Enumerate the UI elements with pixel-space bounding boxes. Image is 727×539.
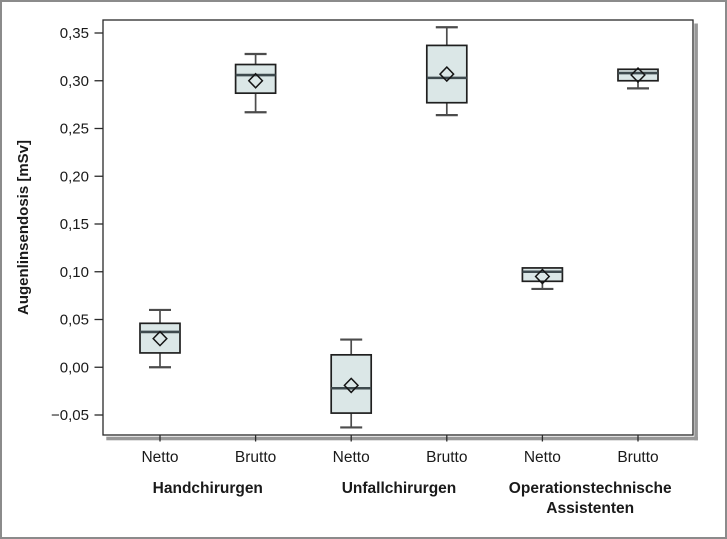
box-iqr: [425, 44, 468, 104]
box-iqr: [234, 63, 277, 95]
y-tick-label: 0,30: [60, 73, 89, 90]
boxplot-handchirurgen-netto: [139, 308, 181, 369]
mean-diamond: [247, 72, 264, 89]
y-tick-label: −0,05: [51, 407, 89, 424]
y-tick-label: 0,25: [60, 121, 89, 138]
group-label: Unfallchirurgen: [342, 480, 457, 497]
group-label: Assistenten: [546, 500, 634, 517]
boxplot-operationstechnische-assistenten-brutto: [617, 66, 659, 90]
mean-diamond: [343, 377, 360, 394]
boxplots: [139, 26, 659, 429]
boxplot-unfallchirurgen-brutto: [425, 26, 468, 117]
y-axis-title: Augenlinsendosis [mSv]: [15, 140, 32, 315]
plot-frame-shadow: [106, 23, 698, 441]
plot-area: [102, 19, 694, 436]
mean-diamond: [438, 65, 455, 83]
boxplot-handchirurgen-brutto: [234, 52, 277, 114]
y-tick-label: 0,05: [60, 312, 89, 329]
x-category-label: Netto: [141, 449, 178, 466]
frame-shadow-right: [694, 23, 698, 441]
mean-diamond: [152, 330, 168, 347]
axes: 0,35 0,30 0,25 0,20 0,15 0,10 0,05 0,00 −0,05 Net…: [51, 25, 672, 517]
x-category-label: Brutto: [235, 449, 276, 466]
box-iqr: [139, 322, 181, 354]
box-iqr: [330, 353, 373, 414]
y-tick-label: 0,15: [60, 216, 89, 233]
y-tick-label: 0,10: [60, 264, 89, 281]
y-tick-label: 0,20: [60, 168, 89, 185]
mean-diamond: [630, 66, 646, 84]
mean-diamond: [534, 268, 551, 285]
x-category-label: Brutto: [426, 449, 467, 466]
frame-shadow-bottom: [106, 436, 698, 441]
group-label: Operationstechnische: [509, 480, 672, 497]
box-iqr: [617, 68, 659, 82]
boxplot-operationstechnische-assistenten-netto: [521, 267, 564, 291]
group-label: Handchirurgen: [153, 480, 263, 497]
x-category-label: Brutto: [617, 449, 658, 466]
x-category-label: Netto: [333, 449, 370, 466]
y-tick-label: 0,35: [60, 25, 89, 42]
x-category-label: Netto: [524, 449, 561, 466]
y-tick-label: 0,00: [60, 359, 89, 376]
boxplot-unfallchirurgen-netto: [330, 338, 373, 429]
